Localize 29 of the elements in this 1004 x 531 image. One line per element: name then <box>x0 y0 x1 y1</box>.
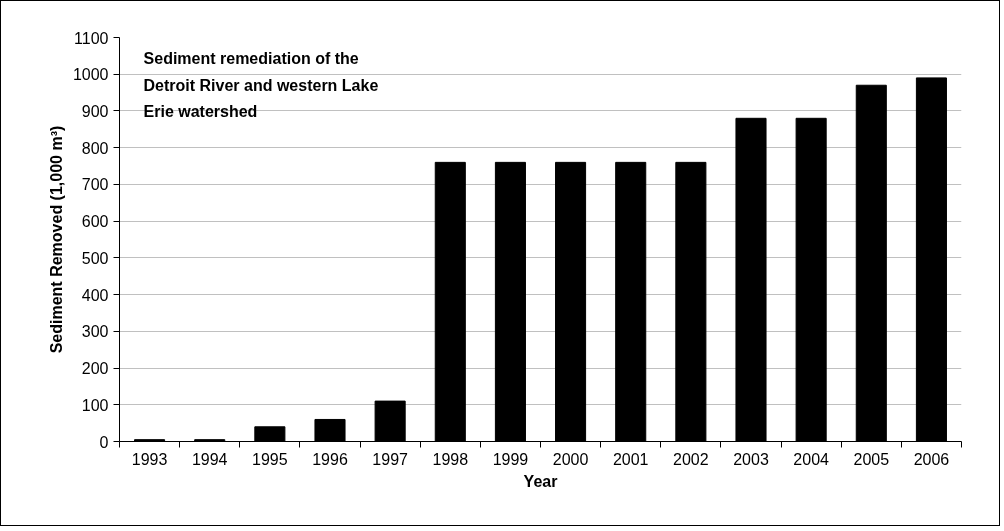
y-tick-label: 100 <box>81 396 109 414</box>
x-tick-label: 2004 <box>793 450 830 468</box>
y-tick-label: 500 <box>81 249 109 267</box>
x-tick-label: 1998 <box>432 450 469 468</box>
y-axis-title: Sediment Removed (1,000 m³) <box>47 125 65 354</box>
y-tick-label: 700 <box>81 176 109 194</box>
x-tick-label: 2002 <box>673 450 709 468</box>
y-tick-label: 300 <box>81 323 109 341</box>
x-tick-label: 1997 <box>372 450 409 468</box>
y-tick-label: 1000 <box>72 66 109 84</box>
y-tick-label: 800 <box>81 139 109 157</box>
y-tick-label: 900 <box>81 102 109 120</box>
x-tick-label: 1995 <box>252 450 288 468</box>
x-tick-label: 2006 <box>913 450 950 468</box>
x-tick-label: 2003 <box>733 450 769 468</box>
text: Sediment remediation of the Detroit River and western Lake Erie watershed <box>143 50 379 121</box>
x-tick-label: 1993 <box>131 450 168 468</box>
y-tick-label: 600 <box>81 213 109 231</box>
y-tick-label: 0 <box>99 433 109 451</box>
x-tick-label: 1999 <box>492 450 529 468</box>
x-tick-label: 2000 <box>552 450 589 468</box>
y-tick-label: 400 <box>81 286 109 304</box>
x-tick-label: 1996 <box>312 450 348 468</box>
y-tick-label: 1100 <box>74 29 109 47</box>
x-tick-label: 1994 <box>191 450 228 468</box>
y-tick-label: 200 <box>81 360 109 378</box>
x-axis-title: Year <box>523 472 558 490</box>
x-tick-label: 2001 <box>612 450 649 468</box>
x-tick-label: 2005 <box>853 450 890 468</box>
